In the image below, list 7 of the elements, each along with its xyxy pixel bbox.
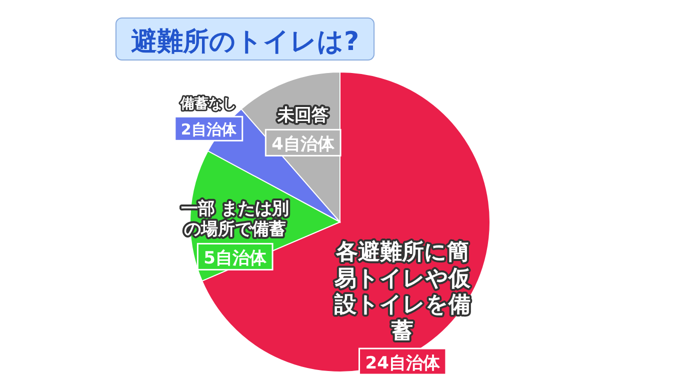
data-label: 5自治体 — [204, 248, 268, 269]
slice-label: 未回答 — [276, 105, 329, 126]
data-label: 4自治体 — [272, 134, 336, 155]
slice-label: 備蓄なし — [180, 96, 237, 112]
data-label: 24自治体 — [365, 354, 441, 374]
data-label: 2自治体 — [180, 120, 238, 139]
chart-title: 避難所のトイレは? — [130, 27, 360, 57]
